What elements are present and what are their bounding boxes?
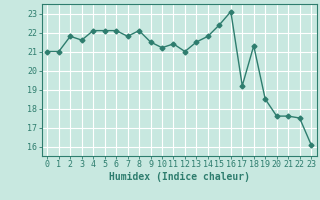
X-axis label: Humidex (Indice chaleur): Humidex (Indice chaleur) [109, 172, 250, 182]
